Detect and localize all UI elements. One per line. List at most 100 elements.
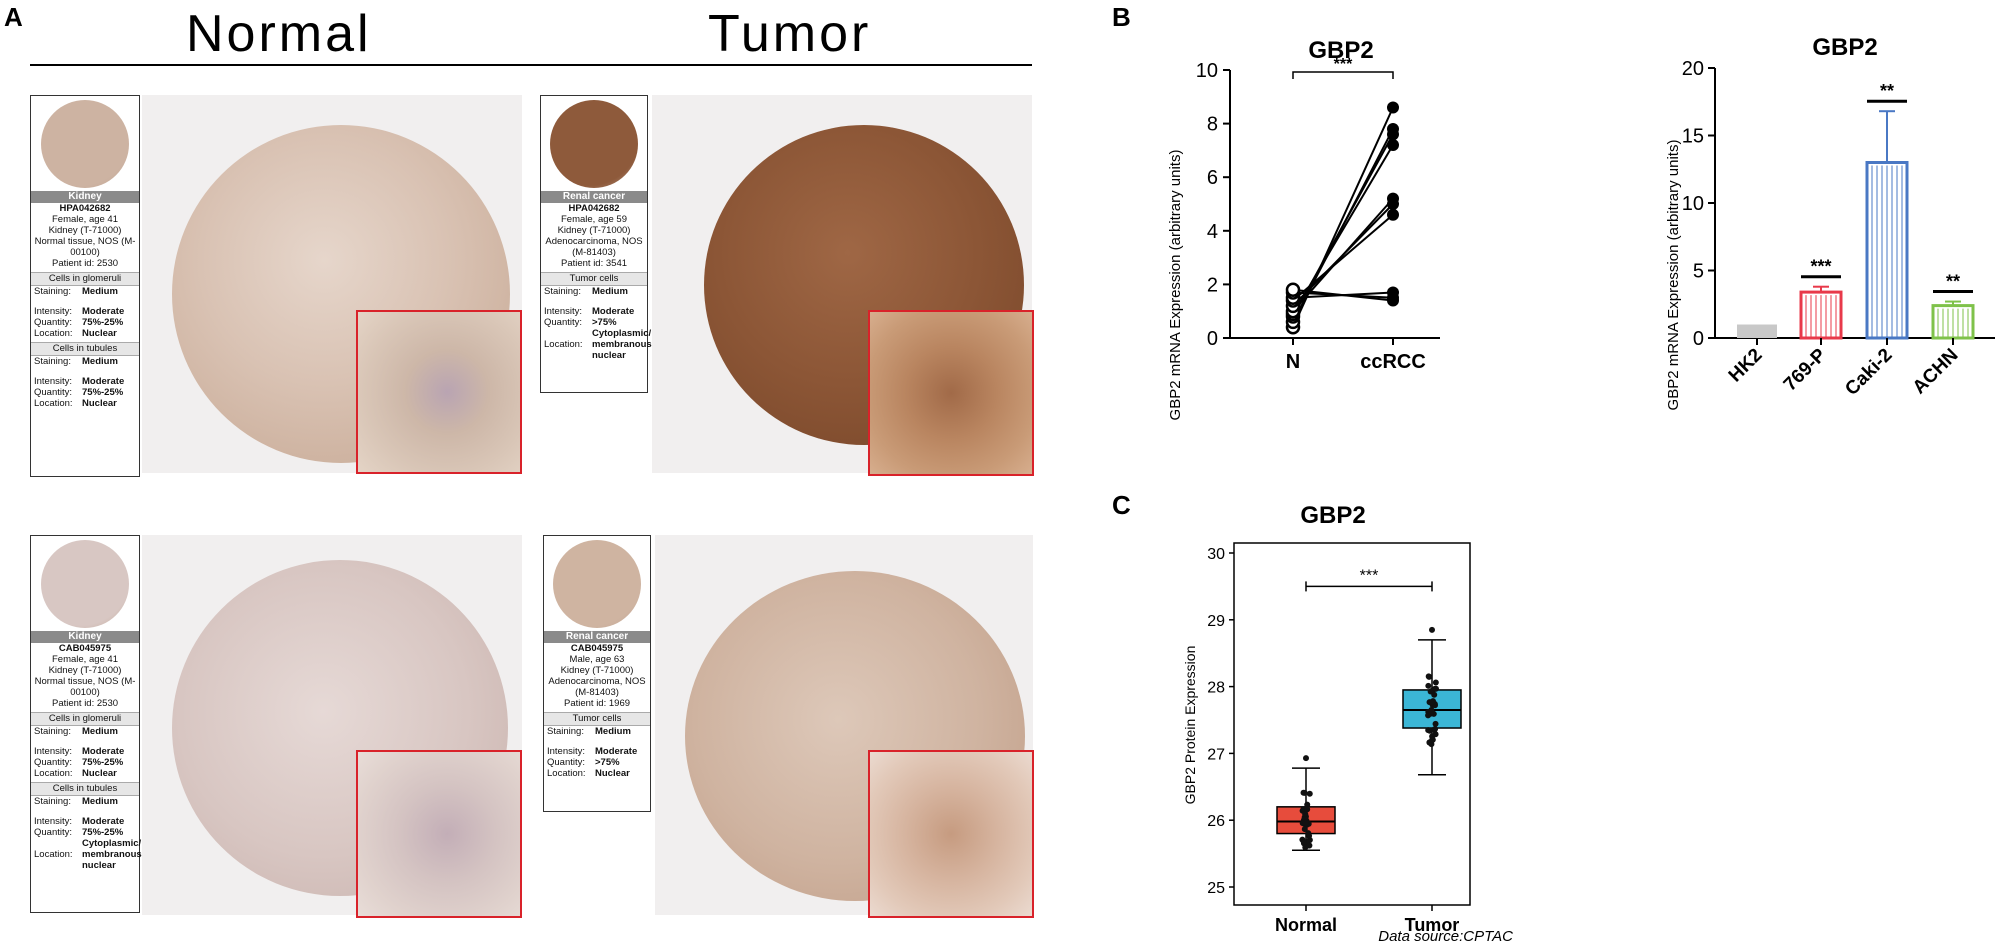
annotation-key: Quantity:	[34, 827, 73, 838]
tumor-point	[1387, 208, 1399, 221]
patient-info-line: Patient id: 3541	[560, 258, 628, 269]
x-tick-label: Tumor	[1405, 915, 1460, 935]
x-tick-label: Caki-2	[1841, 345, 1896, 400]
annotation-value: Moderate	[82, 306, 125, 317]
data-point	[1425, 682, 1432, 689]
x-tick-label: ccRCC	[1360, 351, 1426, 373]
outlier-point	[1303, 755, 1309, 762]
data-source-note: Data source:CPTAC	[1378, 928, 1513, 945]
cell-line-bar-chart: GBP2 GBP2 mRNA Expression (arbitrary uni…	[1665, 34, 1995, 410]
annotation-row: Quantity: 75%-25%	[31, 757, 139, 768]
heading-divider	[30, 64, 1032, 66]
row-gap	[544, 737, 650, 746]
annotation-value: Medium	[82, 356, 118, 367]
ihc-image-tumor-cab	[655, 535, 1033, 915]
patient-info-line: Patient id: 2530	[51, 258, 119, 269]
annotation-row: nuclear	[541, 350, 647, 361]
annotation-row: Intensity: Moderate	[541, 306, 647, 317]
annotation-value: membranous	[592, 339, 652, 350]
plot-frame	[1233, 542, 1471, 906]
y-tick-label: 29	[1207, 613, 1225, 630]
data-point	[1432, 679, 1439, 686]
y-axis-label: GBP2 Protein Expression	[1182, 646, 1198, 805]
thumbnail-core	[553, 540, 641, 628]
data-point	[1428, 699, 1435, 706]
annotation-value: Moderate	[592, 306, 635, 317]
annotation-row: Cytoplasmic/	[541, 328, 651, 339]
tumor-column-heading: Tumor	[708, 5, 872, 63]
row-gap	[31, 297, 139, 306]
info-card-normal-hpa: Kidney HPA042682 Female, age 41 Kidney (T-7…	[30, 95, 140, 477]
patient-info-line: Normal tissue, NOS (M-	[34, 676, 136, 687]
patient-info-line: Adenocarcinoma, NOS	[548, 676, 646, 687]
annotation-row: Quantity: 75%-25%	[31, 387, 139, 398]
annotation-key: Quantity:	[34, 387, 73, 398]
annotation-key: Staining:	[34, 796, 71, 807]
y-tick-label: 10	[1682, 193, 1704, 215]
data-point	[1302, 820, 1309, 827]
annotation-row: Staining: Medium	[31, 356, 139, 367]
annotation-value: Moderate	[82, 376, 125, 387]
tumor-point	[1387, 294, 1399, 307]
patient-info-line: Female, age 59	[560, 214, 627, 225]
annotation-key: Staining:	[34, 356, 71, 367]
patient-info-line: Male, age 63	[569, 654, 625, 665]
annotation-value: Moderate	[82, 746, 125, 757]
annotation-key: Intensity:	[34, 746, 73, 757]
tissue-label: Renal cancer	[544, 631, 650, 643]
annotation-row: Location: Nuclear	[544, 768, 650, 779]
outlier-point	[1429, 626, 1435, 633]
chart-title: GBP2	[1812, 34, 1877, 61]
y-tick-label: 20	[1682, 58, 1704, 80]
annotation-key	[34, 838, 82, 849]
row-gap	[31, 807, 139, 816]
annotation-key: Staining:	[547, 726, 584, 737]
annotation-key: Location:	[544, 339, 583, 350]
annotation-row: Staining: Medium	[544, 726, 650, 737]
annotation-row: Location: membranous	[541, 339, 652, 350]
antibody-id: CAB045975	[570, 643, 624, 654]
data-point	[1425, 727, 1432, 734]
patient-info-line: Female, age 41	[51, 654, 118, 665]
y-tick-label: 2	[1207, 274, 1218, 296]
annotation-value: nuclear	[592, 350, 626, 361]
data-point	[1300, 839, 1307, 846]
x-tick-label: HK2	[1725, 345, 1767, 387]
annotation-value: nuclear	[82, 860, 116, 871]
panel-b-label: B	[1112, 2, 1131, 32]
annotation-value: >75%	[595, 757, 620, 768]
row-gap	[31, 367, 139, 376]
panel-a-label: A	[4, 2, 23, 32]
patient-info-line: Adenocarcinoma, NOS	[545, 236, 643, 247]
patient-info-line: Patient id: 1969	[563, 698, 631, 709]
annotation-row: Staining: Medium	[31, 726, 139, 737]
annotation-row: Quantity: 75%-25%	[31, 827, 139, 838]
annotation-value: Cytoplasmic/	[82, 838, 142, 849]
tumor-point	[1387, 128, 1399, 141]
annotation-row: Quantity: >75%	[544, 757, 650, 768]
zoom-inset	[868, 750, 1034, 918]
x-tick-label: N	[1286, 351, 1300, 373]
y-tick-label: 0	[1693, 328, 1704, 350]
significance-label: **	[1880, 81, 1894, 101]
data-point	[1302, 844, 1309, 851]
pair-line	[1292, 213, 1394, 302]
significance-label: **	[1946, 272, 1960, 292]
annotation-key	[34, 860, 82, 871]
annotation-key: Location:	[547, 768, 586, 779]
annotation-key: Location:	[34, 768, 73, 779]
annotation-key	[544, 328, 592, 339]
annotation-value: Nuclear	[595, 768, 630, 779]
antibody-id: CAB045975	[58, 643, 112, 654]
normal-column-heading: Normal	[186, 5, 372, 63]
patient-info-line: Normal tissue, NOS (M-	[34, 236, 136, 247]
data-point	[1429, 736, 1436, 743]
x-tick-label: Normal	[1275, 915, 1337, 935]
annotation-row: Staining: Medium	[541, 286, 647, 297]
data-point	[1306, 832, 1313, 839]
annotation-key	[544, 350, 592, 361]
section-title: Tumor cells	[544, 712, 650, 726]
y-tick-label: 10	[1196, 60, 1218, 82]
annotation-key: Quantity:	[547, 757, 586, 768]
annotation-row: Location: Nuclear	[31, 398, 139, 409]
